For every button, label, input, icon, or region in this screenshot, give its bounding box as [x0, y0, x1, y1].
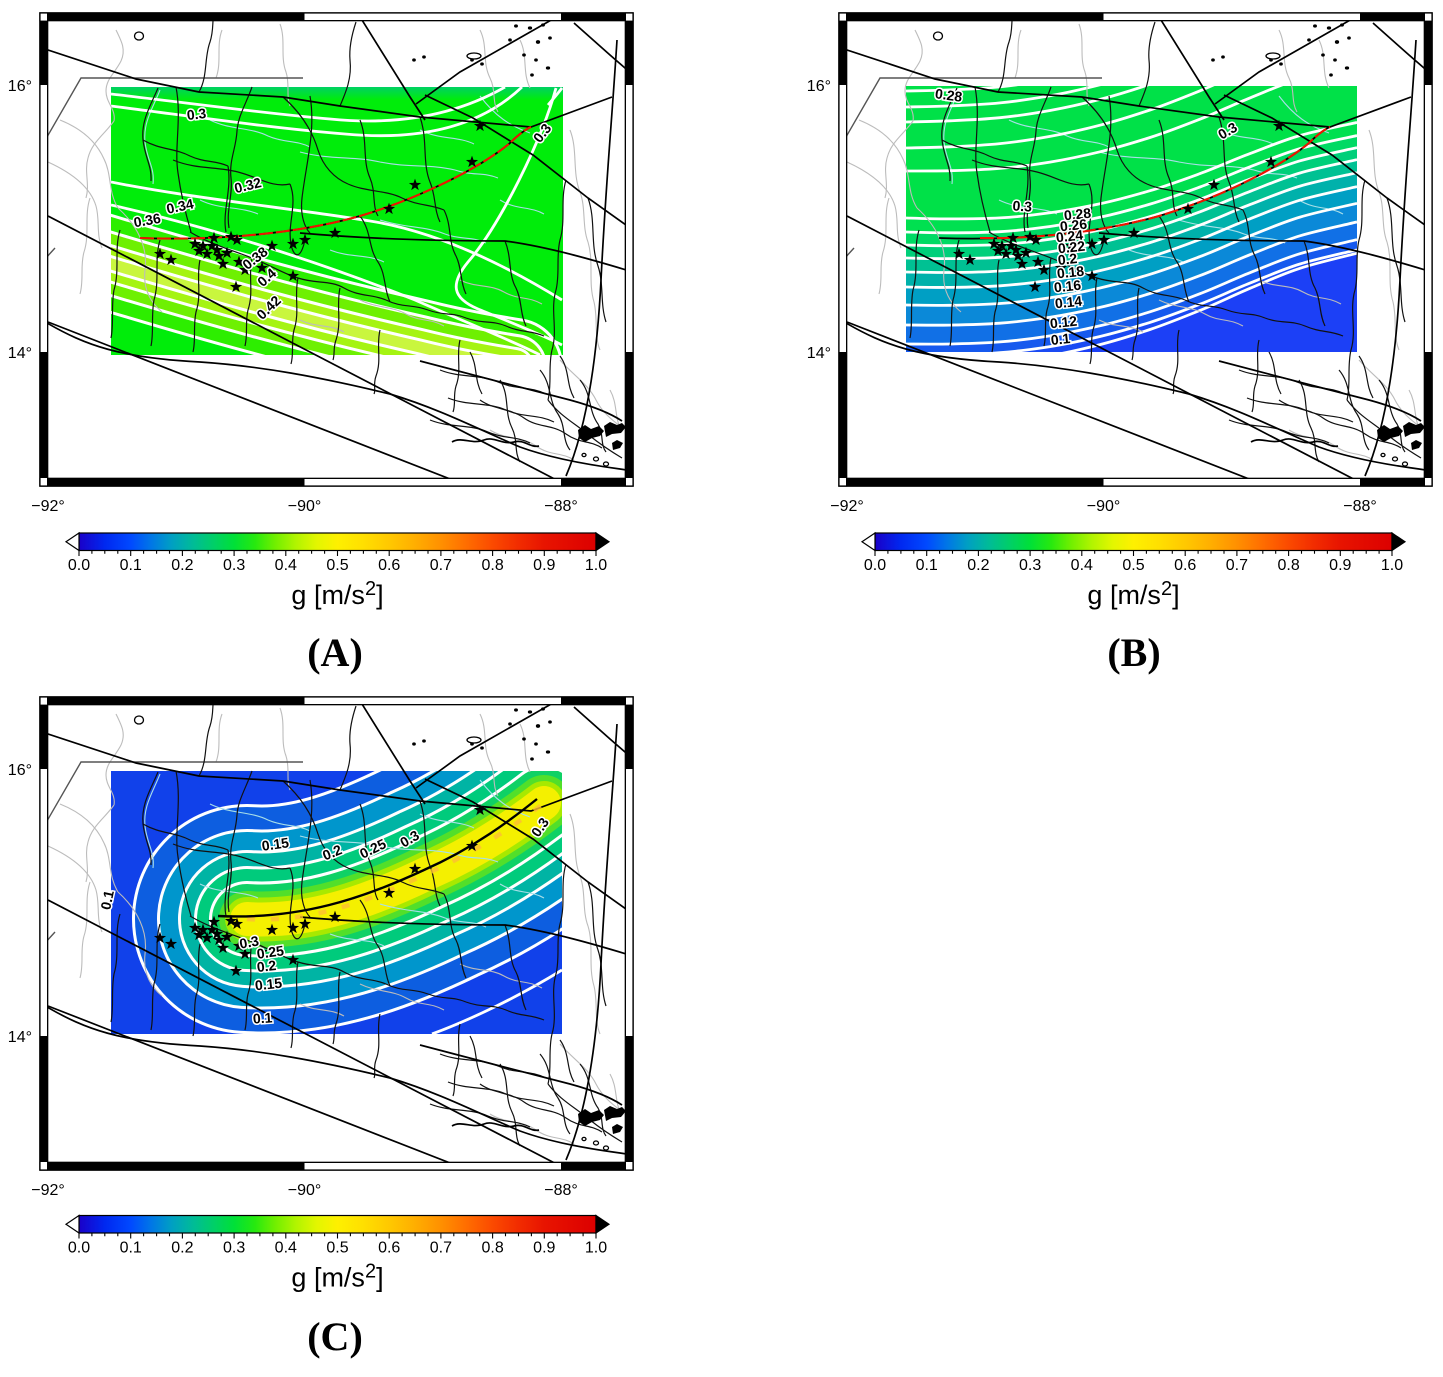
svg-text:0.25: 0.25 [256, 942, 285, 962]
svg-text:−92°: −92° [830, 498, 864, 515]
svg-text:(C): (C) [307, 1314, 363, 1359]
svg-text:0.8: 0.8 [481, 557, 503, 574]
svg-text:0.5: 0.5 [1122, 557, 1144, 574]
svg-text:1.0: 1.0 [585, 557, 607, 574]
svg-text:−88°: −88° [544, 1182, 578, 1199]
svg-text:0.8: 0.8 [1277, 557, 1299, 574]
svg-text:−90°: −90° [288, 1182, 322, 1199]
svg-text:0.1: 0.1 [916, 557, 938, 574]
svg-text:0.18: 0.18 [1056, 263, 1085, 282]
svg-text:14°: 14° [8, 1029, 32, 1046]
svg-text:0.15: 0.15 [261, 834, 290, 854]
svg-text:−90°: −90° [1087, 498, 1121, 515]
svg-text:0.26: 0.26 [1059, 216, 1088, 235]
svg-text:0.0: 0.0 [68, 1240, 90, 1257]
svg-text:0.9: 0.9 [1329, 557, 1351, 574]
svg-text:0.7: 0.7 [430, 557, 452, 574]
svg-text:0.6: 0.6 [378, 557, 400, 574]
svg-text:0.16: 0.16 [1053, 277, 1082, 296]
svg-text:−90°: −90° [288, 498, 322, 515]
svg-text:0.3: 0.3 [238, 932, 260, 951]
svg-text:14°: 14° [807, 345, 831, 362]
svg-text:16°: 16° [8, 78, 32, 95]
svg-text:1.0: 1.0 [585, 1240, 607, 1257]
svg-text:0.22: 0.22 [1057, 238, 1086, 257]
svg-text:−92°: −92° [31, 1182, 65, 1199]
svg-text:0.6: 0.6 [1174, 557, 1196, 574]
svg-text:0.1: 0.1 [252, 1009, 273, 1026]
svg-text:0.2: 0.2 [256, 957, 277, 975]
svg-text:0.14: 0.14 [1054, 293, 1083, 312]
svg-text:0.0: 0.0 [864, 557, 886, 574]
svg-text:−88°: −88° [1343, 498, 1377, 515]
svg-text:0.1: 0.1 [120, 557, 142, 574]
svg-text:0.3: 0.3 [223, 1240, 245, 1257]
svg-text:0.28: 0.28 [934, 85, 963, 105]
svg-text:0.2: 0.2 [171, 557, 193, 574]
svg-text:16°: 16° [8, 762, 32, 779]
svg-text:(A): (A) [307, 630, 363, 675]
svg-text:0.3: 0.3 [223, 557, 245, 574]
svg-text:0.9: 0.9 [533, 1240, 555, 1257]
svg-text:14°: 14° [8, 345, 32, 362]
svg-text:0.12: 0.12 [1049, 313, 1078, 332]
svg-text:−88°: −88° [544, 498, 578, 515]
svg-text:0.15: 0.15 [254, 975, 283, 994]
svg-text:(B): (B) [1107, 630, 1160, 675]
svg-text:0.4: 0.4 [275, 1240, 297, 1257]
svg-text:0.7: 0.7 [1226, 557, 1248, 574]
svg-text:0.28: 0.28 [1063, 205, 1092, 224]
svg-text:0.2: 0.2 [171, 1240, 193, 1257]
svg-text:0.2: 0.2 [967, 557, 989, 574]
svg-text:0.1: 0.1 [120, 1240, 142, 1257]
svg-text:0.1: 0.1 [97, 889, 117, 912]
svg-text:0.7: 0.7 [430, 1240, 452, 1257]
svg-text:0.24: 0.24 [1055, 227, 1084, 246]
svg-text:0.3: 0.3 [1012, 197, 1033, 214]
svg-text:0.5: 0.5 [326, 1240, 348, 1257]
svg-text:1.0: 1.0 [1381, 557, 1403, 574]
svg-text:0.8: 0.8 [481, 1240, 503, 1257]
svg-text:−92°: −92° [31, 498, 65, 515]
svg-text:0.0: 0.0 [68, 557, 90, 574]
svg-text:0.3: 0.3 [186, 105, 207, 123]
svg-text:0.9: 0.9 [533, 557, 555, 574]
svg-text:0.4: 0.4 [1071, 557, 1093, 574]
svg-text:0.2: 0.2 [1057, 250, 1078, 268]
svg-text:0.36: 0.36 [132, 210, 162, 231]
svg-text:0.5: 0.5 [326, 557, 348, 574]
svg-text:0.4: 0.4 [275, 557, 297, 574]
svg-text:0.34: 0.34 [165, 195, 195, 216]
svg-text:16°: 16° [807, 78, 831, 95]
svg-text:0.3: 0.3 [1019, 557, 1041, 574]
svg-text:0.6: 0.6 [378, 1240, 400, 1257]
svg-text:0.1: 0.1 [1050, 330, 1071, 348]
